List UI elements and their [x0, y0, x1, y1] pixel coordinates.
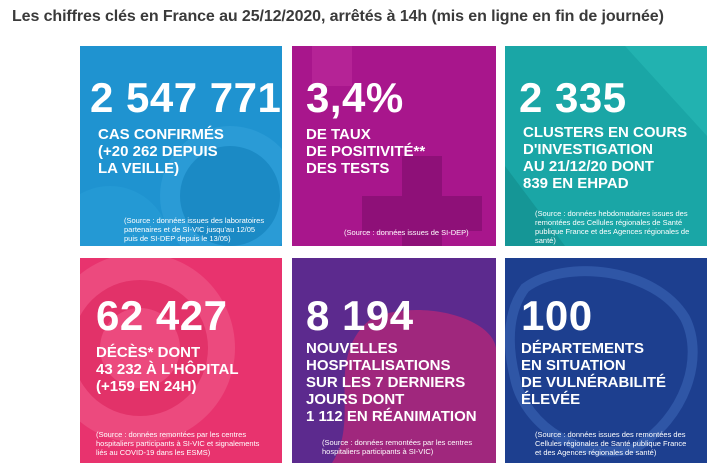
- card-deaths: 62 427 DÉCÈS* DONT 43 232 À L'HÔPITAL (+…: [80, 258, 282, 463]
- positivity-rate-source: (Source : données issues de SI-DEP): [344, 228, 469, 237]
- deaths-value: 62 427: [96, 292, 228, 339]
- card-departments: 100 DÉPARTEMENTS EN SITUATION DE VULNÉRA…: [505, 258, 707, 463]
- card-hospitalisations: 8 194 NOUVELLES HOSPITALISATIONS SUR LES…: [292, 258, 496, 463]
- deaths-label: DÉCÈS* DONT 43 232 À L'HÔPITAL (+159 EN …: [96, 344, 239, 395]
- confirmed-cases-label: CAS CONFIRMÉS (+20 262 DEPUIS LA VEILLE): [98, 126, 224, 177]
- card-confirmed-cases: 2 547 771 CAS CONFIRMÉS (+20 262 DEPUIS …: [80, 46, 282, 246]
- shapes-decoration: [505, 46, 707, 246]
- page-title: Les chiffres clés en France au 25/12/202…: [12, 8, 664, 25]
- card-clusters: 2 335 CLUSTERS EN COURS D'INVESTIGATION …: [505, 46, 707, 246]
- circles-decoration: [80, 126, 282, 246]
- confirmed-cases-source: (Source : données issues des laboratoire…: [124, 216, 265, 243]
- plus-decoration: [312, 46, 482, 246]
- departments-value: 100: [521, 292, 593, 339]
- blob-decoration: [332, 309, 496, 463]
- hospitalisations-label: NOUVELLES HOSPITALISATIONS SUR LES 7 DER…: [306, 340, 477, 425]
- positivity-rate-label: DE TAUX DE POSITIVITÉ** DES TESTS: [306, 126, 426, 177]
- card-positivity-rate: 3,4% DE TAUX DE POSITIVITÉ** DES TESTS (…: [292, 46, 496, 246]
- departments-source: (Source : données issues des remontées d…: [535, 430, 687, 457]
- departments-label: DÉPARTEMENTS EN SITUATION DE VULNÉRABILI…: [521, 340, 667, 408]
- confirmed-cases-value: 2 547 771: [90, 74, 282, 121]
- positivity-rate-value: 3,4%: [306, 74, 404, 121]
- clusters-label: CLUSTERS EN COURS D'INVESTIGATION AU 21/…: [523, 124, 688, 192]
- clusters-value: 2 335: [519, 74, 627, 121]
- target-decoration: [80, 258, 235, 443]
- map-decoration: [505, 266, 698, 457]
- hospitalisations-value: 8 194: [306, 292, 414, 339]
- clusters-source: (Source : données hebdomadaires issues d…: [535, 209, 690, 245]
- deaths-source: (Source : données remontées par les cent…: [96, 430, 260, 457]
- hospitalisations-source: (Source : données remontées par les cent…: [322, 438, 473, 456]
